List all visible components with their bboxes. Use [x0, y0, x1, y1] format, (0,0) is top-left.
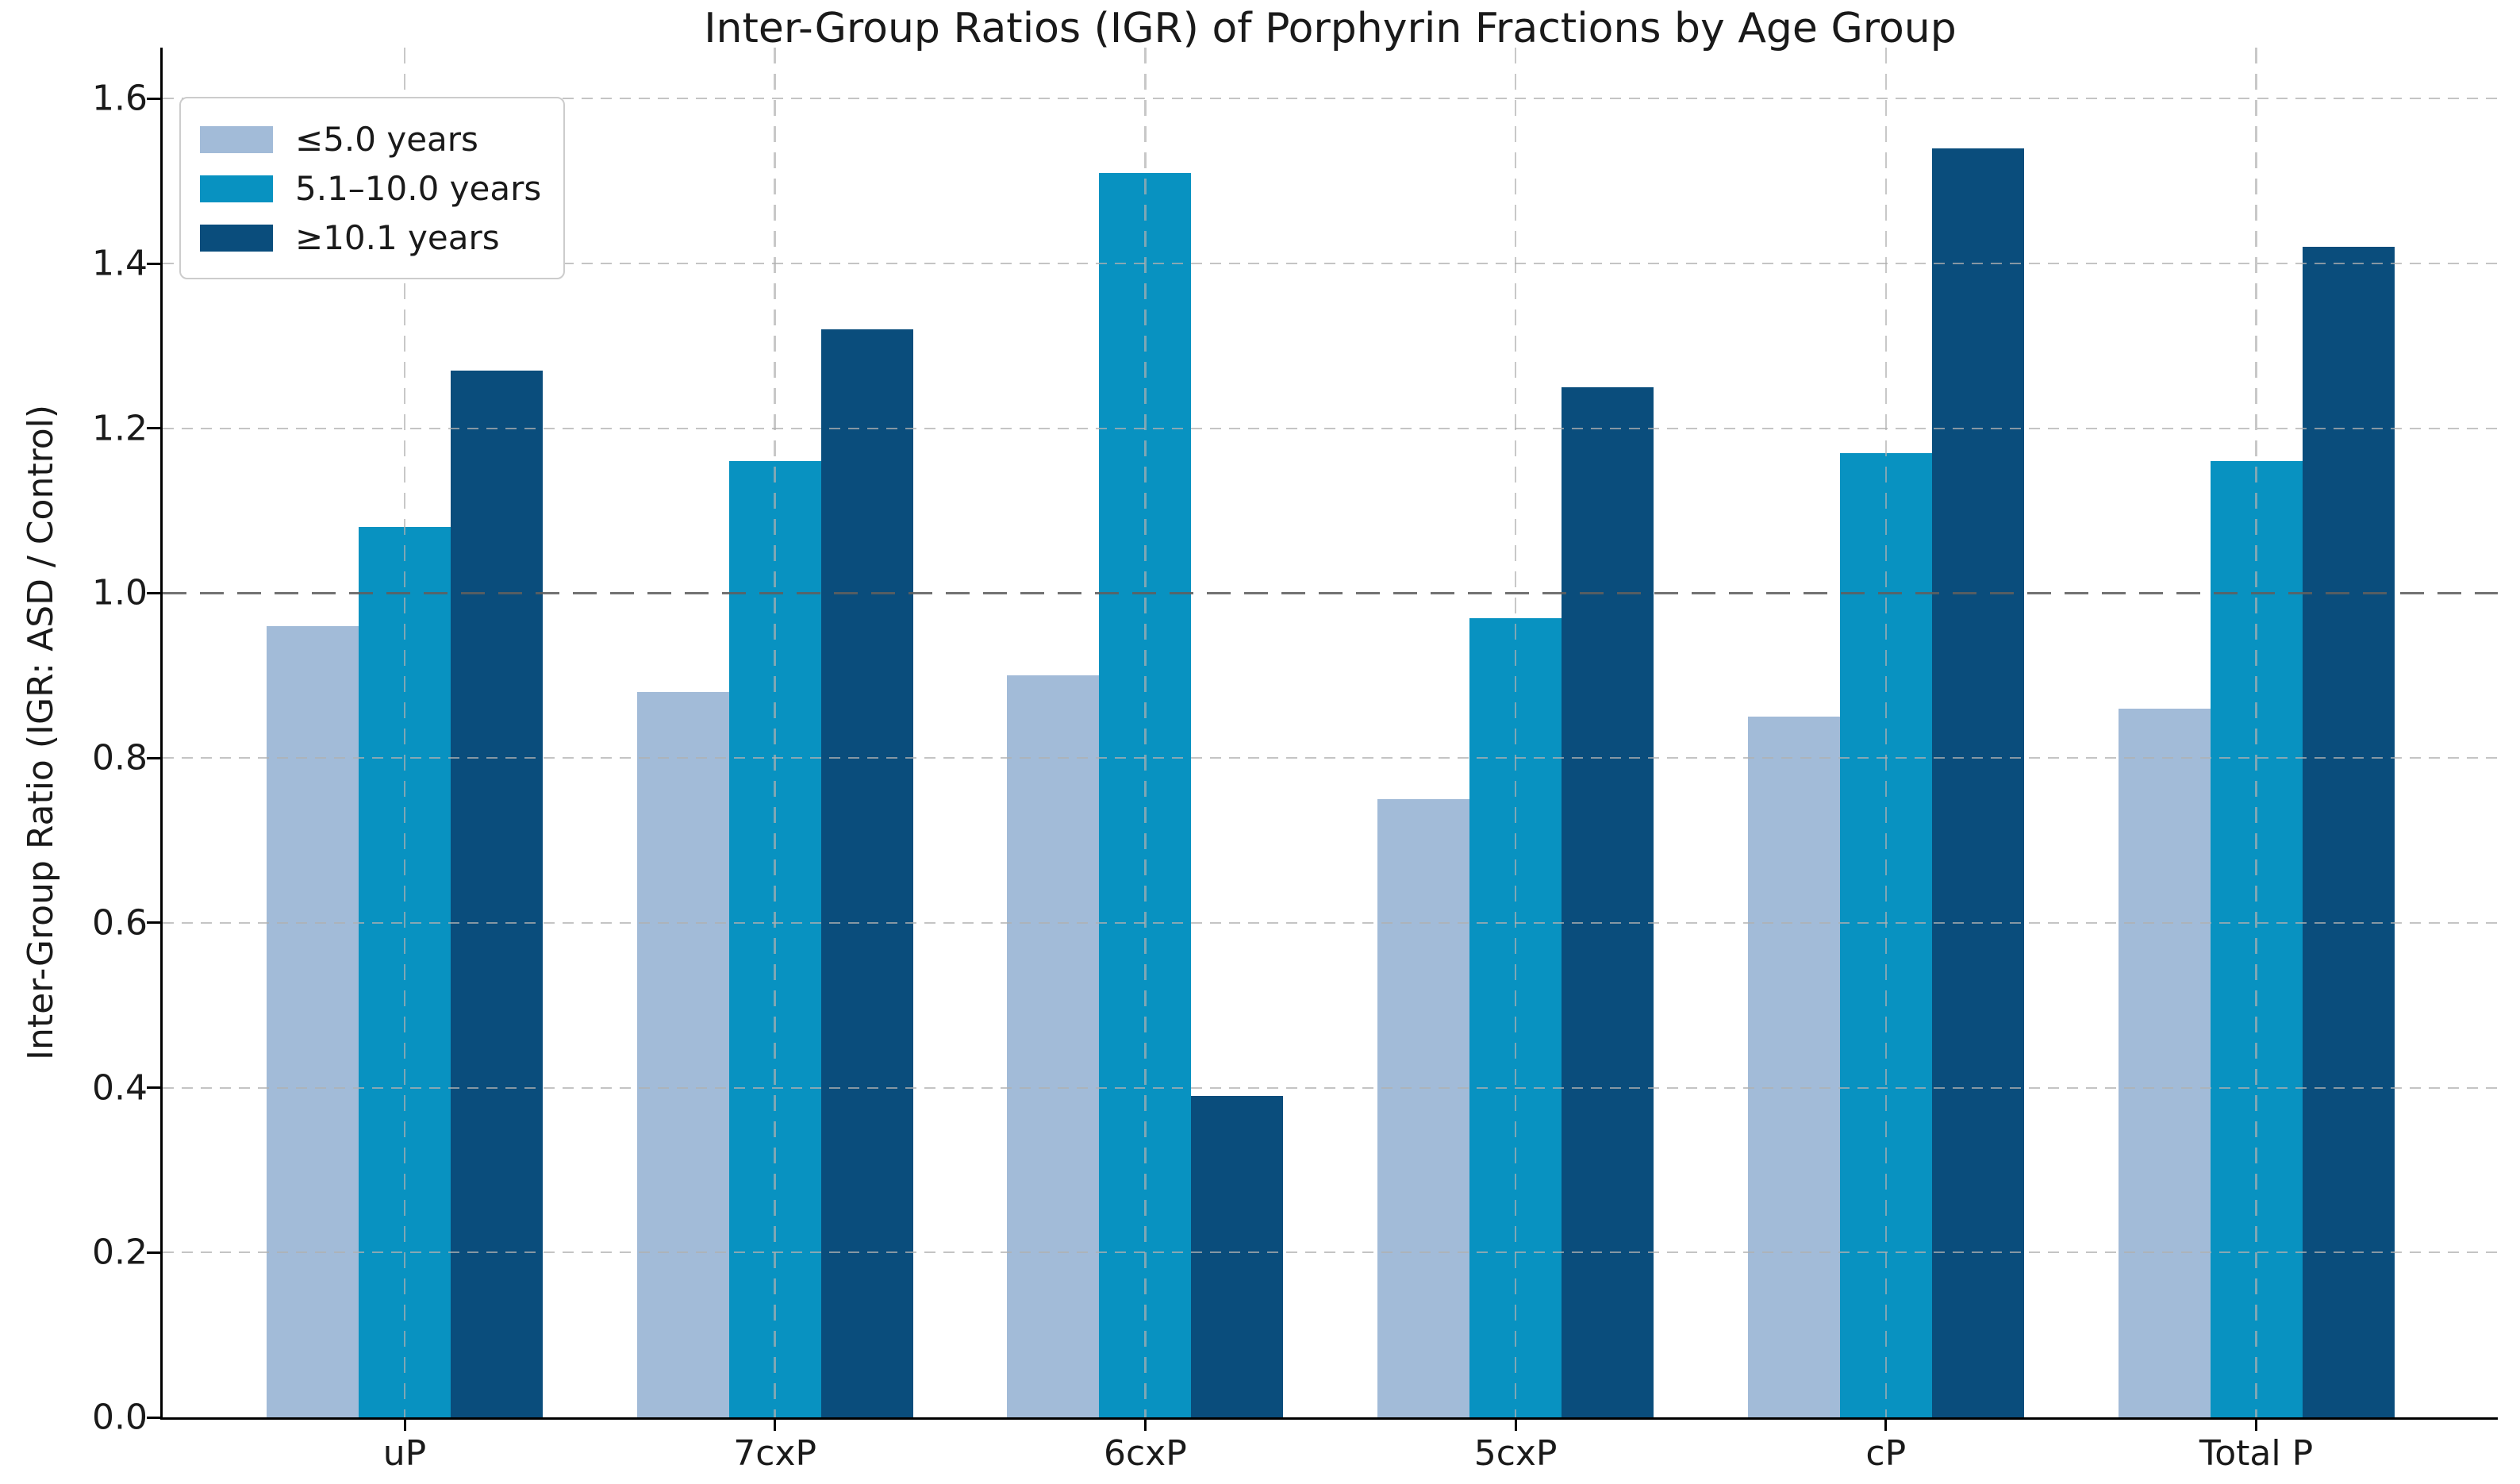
- y-tick-label-1.4: 1.4: [92, 243, 148, 284]
- bar-7cxP-series2: [820, 329, 913, 1417]
- bar-cP-series0: [1747, 717, 1840, 1417]
- y-tick-mark-0.6: [147, 921, 160, 925]
- horizontal-gridline-1.2: [163, 427, 2498, 429]
- bar-5cxP-series2: [1562, 386, 1654, 1417]
- legend: ≤5.0 years 5.1–10.0 years ≥10.1 years: [179, 97, 566, 279]
- y-tick-label-0.0: 0.0: [92, 1397, 148, 1438]
- y-tick-mark-0.8: [147, 756, 160, 759]
- x-tick-label-6cxP: 6cxP: [1104, 1433, 1187, 1474]
- y-tick-mark-1.6: [147, 97, 160, 100]
- vertical-gridline-7cxP: [774, 48, 776, 1417]
- vertical-gridline-6cxP: [1144, 48, 1147, 1417]
- bar-6cxP-series2: [1191, 1095, 1284, 1417]
- vertical-gridline-5cxP: [1514, 48, 1517, 1417]
- y-tick-label-0.2: 0.2: [92, 1232, 148, 1273]
- legend-swatch-2: [200, 225, 273, 252]
- legend-swatch-1: [200, 175, 273, 202]
- horizontal-gridline-0.2: [163, 1251, 2498, 1254]
- y-tick-label-0.6: 0.6: [92, 902, 148, 944]
- legend-item-0: ≤5.0 years: [200, 119, 541, 160]
- bar-uP-series2: [451, 371, 543, 1417]
- x-tick-mark-cP: [1884, 1420, 1888, 1431]
- vertical-gridline-Total P: [2255, 48, 2257, 1417]
- vertical-gridline-cP: [1884, 48, 1888, 1417]
- y-tick-mark-1.2: [147, 427, 160, 430]
- horizontal-gridline-0.8: [163, 757, 2498, 759]
- horizontal-gridline-1.4: [163, 263, 2498, 265]
- bar-6cxP-series0: [1007, 675, 1100, 1417]
- legend-swatch-0: [200, 126, 273, 153]
- x-tick-mark-6cxP: [1143, 1420, 1147, 1431]
- x-tick-mark-7cxP: [774, 1420, 777, 1431]
- x-tick-mark-5cxP: [1514, 1420, 1517, 1431]
- bar-7cxP-series0: [636, 692, 729, 1417]
- legend-item-2: ≥10.1 years: [200, 217, 541, 259]
- x-tick-label-7cxP: 7cxP: [733, 1433, 817, 1474]
- x-tick-label-5cxP: 5cxP: [1473, 1433, 1558, 1474]
- y-tick-mark-0.4: [147, 1086, 160, 1090]
- y-tick-mark-1.0: [147, 591, 160, 594]
- chart-title: Inter-Group Ratios (IGR) of Porphyrin Fr…: [704, 5, 1957, 52]
- x-tick-label-Total P: Total P: [2199, 1433, 2314, 1474]
- y-tick-mark-0.2: [147, 1251, 160, 1254]
- x-tick-label-cP: cP: [1865, 1433, 1907, 1474]
- bar-Total P-series0: [2118, 708, 2211, 1417]
- legend-label-0: ≤5.0 years: [295, 120, 478, 159]
- horizontal-gridline-0.4: [163, 1086, 2498, 1089]
- horizontal-gridline-1.6: [163, 98, 2498, 100]
- y-tick-label-1.6: 1.6: [92, 78, 148, 119]
- bar-uP-series0: [267, 626, 359, 1417]
- y-tick-label-1.0: 1.0: [92, 572, 148, 613]
- horizontal-gridline-0.6: [163, 921, 2498, 924]
- bar-5cxP-series0: [1377, 799, 1470, 1417]
- vertical-gridline-uP: [403, 48, 406, 1417]
- y-axis-label: Inter-Group Ratio (IGR: ASD / Control): [21, 404, 61, 1061]
- legend-label-1: 5.1–10.0 years: [295, 169, 542, 208]
- y-tick-label-0.8: 0.8: [92, 737, 148, 779]
- x-tick-mark-Total P: [2255, 1420, 2257, 1431]
- y-tick-label-1.2: 1.2: [92, 408, 148, 449]
- y-tick-label-0.4: 0.4: [92, 1067, 148, 1109]
- bar-Total P-series2: [2302, 247, 2395, 1417]
- legend-item-1: 5.1–10.0 years: [200, 168, 541, 210]
- legend-label-2: ≥10.1 years: [295, 218, 500, 257]
- plot-area: [160, 48, 2498, 1420]
- y-tick-mark-0.0: [147, 1416, 160, 1419]
- x-tick-mark-uP: [403, 1420, 406, 1431]
- y-tick-mark-1.4: [147, 262, 160, 265]
- reference-line-1.0: [163, 591, 2498, 595]
- bar-cP-series2: [1931, 148, 2024, 1417]
- x-tick-label-uP: uP: [382, 1433, 427, 1474]
